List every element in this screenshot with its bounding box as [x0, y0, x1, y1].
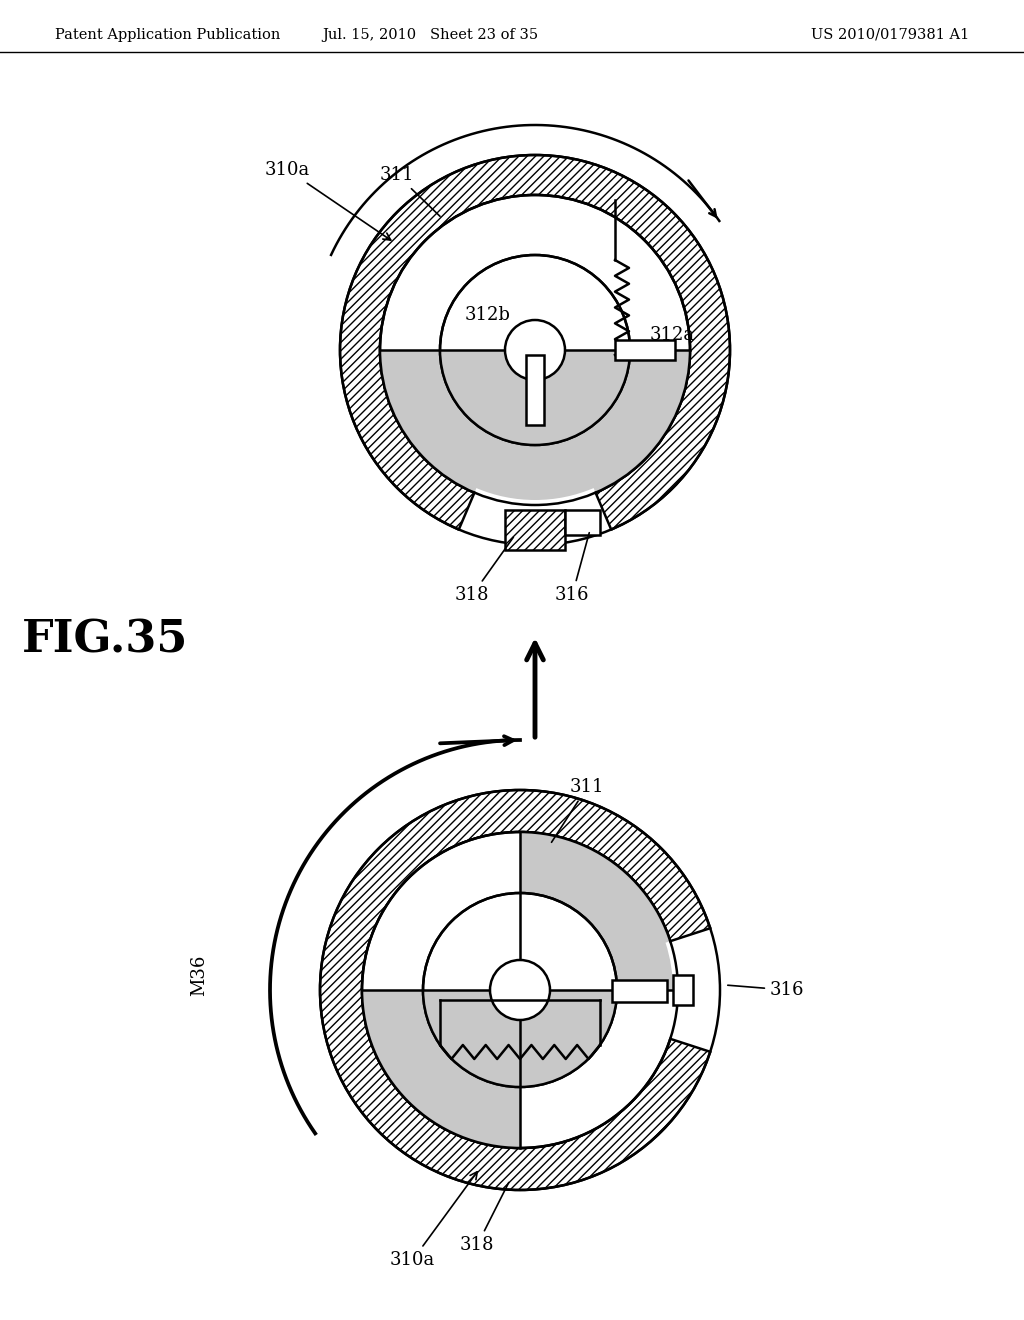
- Circle shape: [505, 319, 565, 380]
- Text: 310a: 310a: [265, 161, 391, 240]
- Circle shape: [340, 154, 730, 545]
- Bar: [615, 341, 675, 360]
- Text: 316: 316: [555, 533, 590, 605]
- Bar: [673, 975, 693, 1005]
- Bar: [526, 355, 544, 425]
- Wedge shape: [423, 990, 617, 1086]
- Circle shape: [490, 960, 550, 1020]
- Wedge shape: [380, 350, 690, 506]
- Text: M36: M36: [190, 954, 208, 995]
- Bar: [505, 510, 565, 550]
- Text: 318: 318: [460, 1183, 509, 1254]
- Circle shape: [423, 894, 617, 1086]
- Text: 310a: 310a: [390, 1172, 477, 1269]
- Text: FIG.35: FIG.35: [22, 619, 188, 661]
- Wedge shape: [457, 488, 613, 550]
- Text: 312b: 312b: [465, 306, 511, 323]
- Bar: [612, 979, 667, 1002]
- Wedge shape: [440, 350, 630, 445]
- Bar: [565, 510, 600, 535]
- Text: Patent Application Publication: Patent Application Publication: [55, 28, 281, 42]
- Circle shape: [440, 255, 630, 445]
- Wedge shape: [520, 832, 678, 990]
- Text: US 2010/0179381 A1: US 2010/0179381 A1: [811, 28, 969, 42]
- Text: 312a: 312a: [650, 326, 695, 345]
- Text: Jul. 15, 2010   Sheet 23 of 35: Jul. 15, 2010 Sheet 23 of 35: [322, 28, 538, 42]
- Text: 311: 311: [552, 777, 604, 842]
- Wedge shape: [666, 927, 725, 1053]
- Circle shape: [319, 789, 720, 1191]
- Circle shape: [380, 195, 690, 506]
- Circle shape: [362, 832, 678, 1148]
- Text: 316: 316: [728, 981, 805, 999]
- Wedge shape: [362, 990, 520, 1148]
- Text: 311: 311: [380, 166, 440, 216]
- Text: 318: 318: [455, 537, 513, 605]
